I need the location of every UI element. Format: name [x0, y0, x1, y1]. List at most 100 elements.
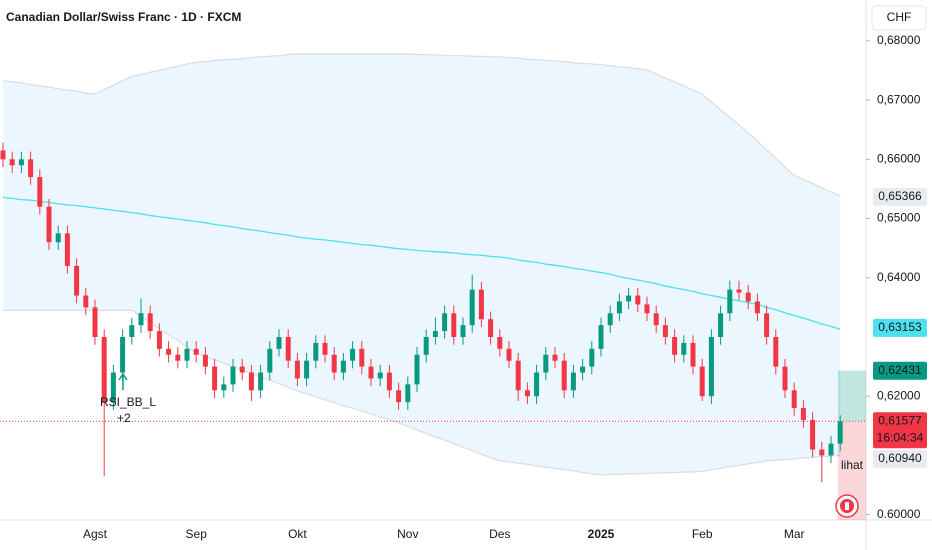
candle-body — [368, 366, 374, 379]
candle-body — [55, 233, 61, 243]
price-label-box — [873, 449, 927, 468]
signal-arrow — [118, 372, 128, 390]
candle-body — [497, 336, 503, 349]
price-label-box — [873, 361, 927, 380]
candle-body — [423, 336, 429, 355]
candle-body — [626, 295, 632, 302]
candle-body — [202, 354, 208, 367]
candle-body — [313, 342, 319, 361]
candle-body — [460, 325, 466, 337]
candle-body — [414, 354, 420, 385]
candle-body — [561, 360, 567, 391]
candle-body — [350, 348, 356, 361]
candle-body — [386, 372, 392, 391]
candle-body — [110, 372, 116, 403]
x-tick-label: Agst — [83, 527, 108, 541]
candle-body — [810, 419, 816, 450]
candle-body — [92, 307, 98, 337]
candle-body — [819, 449, 825, 456]
candle-body — [699, 366, 705, 397]
candle-body — [396, 390, 402, 403]
flag-icon[interactable] — [835, 494, 859, 518]
candle-body — [248, 372, 254, 391]
currency-button[interactable] — [871, 5, 927, 31]
candle-body — [18, 159, 24, 166]
candle-body — [718, 313, 724, 337]
x-tick-label: 2025 — [588, 527, 615, 541]
candle-body — [506, 348, 512, 361]
candle-body — [800, 408, 806, 420]
candle-body — [230, 366, 236, 385]
candle-body — [138, 313, 144, 326]
candle-body — [672, 336, 678, 355]
price-label-box — [873, 187, 927, 206]
y-tick-label: 0,67000 — [877, 92, 921, 106]
price-label: 0,62431 — [878, 363, 922, 377]
candle-body — [304, 360, 310, 379]
candle-body — [773, 336, 779, 367]
candle-body — [451, 313, 457, 337]
candle-body — [782, 366, 788, 391]
candle-body — [616, 301, 622, 314]
candle-body — [607, 313, 613, 326]
y-tick-label: 0,62000 — [877, 388, 921, 402]
candle-body — [0, 150, 6, 160]
candle-body — [478, 289, 484, 320]
candle-body — [120, 336, 126, 373]
price-label: 0,65366 — [878, 189, 922, 203]
candle-body — [101, 336, 107, 403]
candle-body — [580, 366, 586, 373]
x-tick-label: Mar — [784, 527, 805, 541]
price-label-box — [873, 318, 927, 337]
target-zone — [838, 370, 866, 422]
moving-average — [2, 196, 841, 330]
candle-body — [294, 360, 300, 379]
candle-body — [359, 348, 365, 367]
currency[interactable]: CHF — [887, 10, 912, 24]
candle-body — [469, 289, 475, 326]
price-label: 0,61577 — [878, 413, 922, 427]
x-tick-label: Nov — [397, 527, 418, 541]
x-tick-label: Feb — [692, 527, 713, 541]
candle-body — [156, 331, 162, 349]
candle-body — [212, 366, 218, 391]
candle-body — [708, 336, 714, 397]
candle-body — [653, 313, 659, 326]
candle-body — [129, 325, 135, 337]
x-tick-label: Des — [489, 527, 510, 541]
candle-body — [635, 295, 641, 305]
y-tick-label: 0,66000 — [877, 151, 921, 165]
chart-title: Canadian Dollar/Swiss Franc · 1D · FXCM — [6, 10, 241, 24]
candle-body — [828, 443, 834, 456]
candle-body — [74, 265, 80, 296]
candle-body — [9, 159, 15, 166]
price-label: 0,63153 — [878, 320, 922, 334]
candle-body — [166, 348, 172, 355]
candle-body — [524, 390, 530, 397]
signal-label: RSI_BB_L — [100, 395, 156, 409]
x-tick-label: Okt — [288, 527, 307, 541]
candle-body — [534, 372, 540, 397]
candle-body — [193, 348, 199, 355]
candle-body — [405, 384, 411, 403]
candle-body — [258, 372, 264, 391]
candle-body — [690, 342, 696, 367]
candle-body — [276, 336, 282, 349]
price-label: 0,60940 — [878, 451, 922, 465]
candle-body — [28, 159, 34, 178]
y-tick-label: 0.60000 — [877, 507, 921, 521]
candle-body — [837, 421, 843, 444]
y-tick-label: 0,65000 — [877, 211, 921, 225]
candle-body — [37, 177, 43, 207]
candle-body — [754, 301, 760, 314]
y-tick-label: 0,68000 — [877, 33, 921, 47]
candle-body — [239, 366, 245, 373]
candle-body — [515, 360, 521, 391]
upper-band — [2, 53, 841, 197]
candle-body — [488, 319, 494, 337]
candle-body — [791, 390, 797, 409]
candle-body — [83, 295, 89, 308]
candle-body — [745, 292, 751, 302]
